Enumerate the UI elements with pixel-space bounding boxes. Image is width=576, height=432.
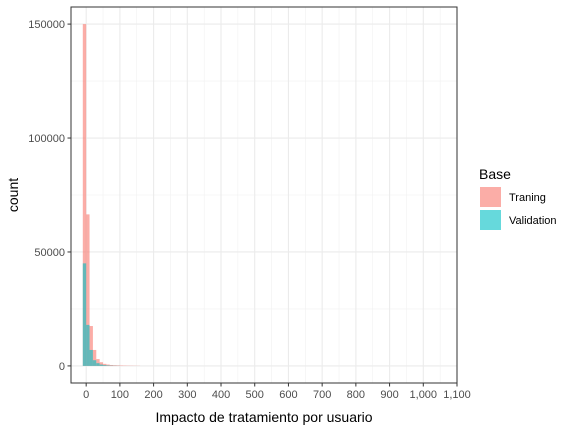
x-tick-label: 100 <box>111 389 129 401</box>
bar-traning <box>89 326 93 366</box>
y-tick-label: 100000 <box>28 133 65 145</box>
minor-gridlines <box>71 7 457 383</box>
legend: Base Traning Validation <box>479 166 557 231</box>
bar-traning <box>103 363 107 366</box>
bar-traning <box>92 349 97 366</box>
legend-label-traning: Traning <box>509 192 546 204</box>
bar-traning <box>113 365 117 366</box>
bar-traning <box>96 359 100 366</box>
x-tick-label: 0 <box>83 389 89 401</box>
panel-border <box>70 6 458 384</box>
x-tick-label: 1,000 <box>410 389 438 401</box>
x-axis-title: Impacto de tratamiento por usuario <box>155 409 372 425</box>
bar-traning <box>106 364 110 366</box>
bar-traning <box>116 365 120 366</box>
y-axis: 0 50000 100000 150000 <box>28 19 71 373</box>
bar-validation <box>82 263 87 366</box>
legend-label-validation: Validation <box>509 215 557 227</box>
x-tick-label: 900 <box>380 389 398 401</box>
y-axis-title: count <box>5 178 21 212</box>
bar-validation <box>89 349 93 366</box>
bar-traning <box>109 364 114 366</box>
x-tick-label: 700 <box>313 389 331 401</box>
y-tick-label: 0 <box>59 361 65 373</box>
bar-validation <box>99 364 104 366</box>
y-tick-label: 50000 <box>34 247 65 259</box>
x-tick-label: 300 <box>178 389 196 401</box>
bar-validation <box>92 360 97 366</box>
bar-traning <box>99 362 104 366</box>
x-tick-label: 800 <box>347 389 365 401</box>
legend-title: Base <box>479 166 511 182</box>
bar-validation <box>86 324 90 366</box>
x-tick-label: 500 <box>246 389 264 401</box>
x-tick-label: 200 <box>144 389 162 401</box>
bar-validation <box>96 363 100 366</box>
histogram-bars <box>82 24 141 366</box>
x-tick-label: 400 <box>212 389 230 401</box>
legend-swatch-validation <box>480 210 501 230</box>
bar-traning <box>82 24 87 366</box>
legend-swatch-traning <box>480 187 501 207</box>
x-tick-label: 600 <box>279 389 297 401</box>
bar-validation <box>103 365 107 366</box>
y-tick-label: 150000 <box>28 19 65 31</box>
x-axis: 0 100 200 300 400 500 600 700 800 900 1,000 1,100 <box>83 383 471 401</box>
bar-traning <box>86 214 90 366</box>
x-tick-label: 1,100 <box>443 389 471 401</box>
